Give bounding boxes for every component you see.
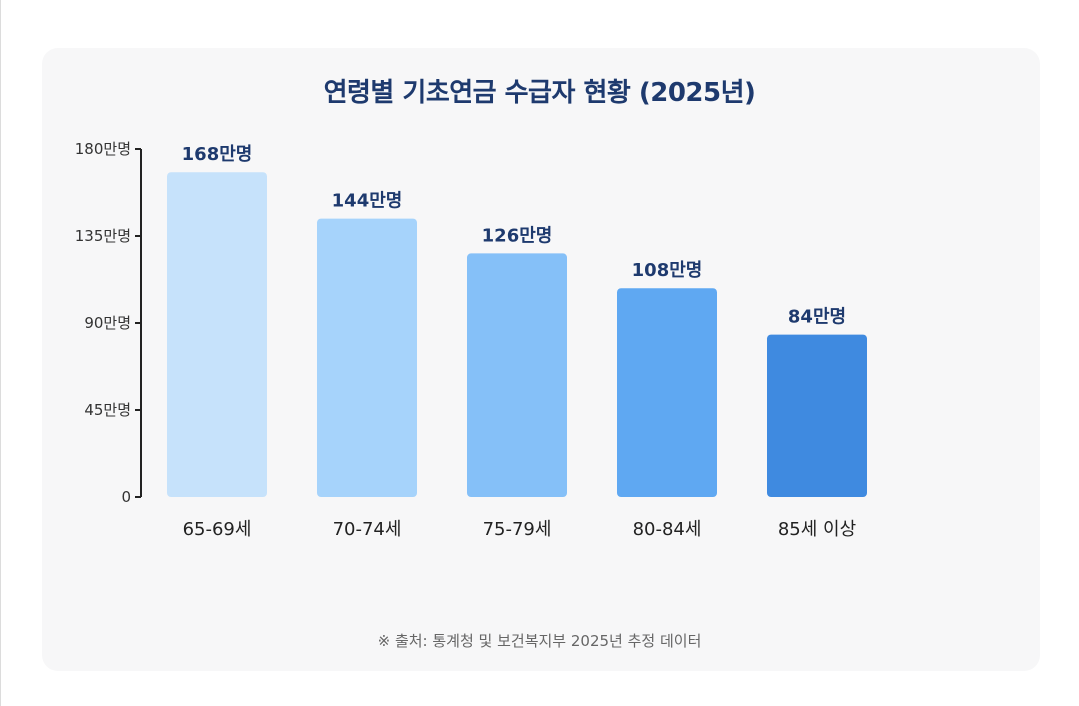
x-category-label: 75-79세 [483,519,552,540]
bar [317,218,417,497]
bar [767,334,867,497]
x-category-label: 70-74세 [333,519,402,540]
source-footnote: ※ 출처: 통계청 및 보건복지부 2025년 추정 데이터 [377,632,702,650]
y-tick-label: 0 [121,488,131,506]
bar-value-label: 144만명 [332,191,403,212]
bar-value-label: 108만명 [632,260,703,281]
y-tick-label: 180만명 [75,140,131,158]
bars [167,172,867,497]
bar-value-label: 126만명 [482,225,553,246]
x-category-label: 85세 이상 [778,519,856,540]
bar-value-label: 168만명 [182,144,253,165]
y-tick-label: 45만명 [84,401,131,419]
bar [167,172,267,497]
x-category-label: 65-69세 [183,519,252,540]
value-labels: 168만명 144만명 126만명 108만명 84만명 [182,144,846,327]
bar [467,253,567,497]
bar [617,288,717,497]
chart-title: 연령별 기초연금 수급자 현황 (2025년) [323,78,756,108]
y-axis: 0 45만명 90만명 135만명 180만명 [75,140,142,506]
x-axis: 65-69세 70-74세 75-79세 80-84세 85세 이상 [183,519,857,540]
x-category-label: 80-84세 [633,519,702,540]
bar-value-label: 84만명 [788,307,846,328]
y-tick-label: 135만명 [75,227,131,245]
y-tick-label: 90만명 [84,314,131,332]
